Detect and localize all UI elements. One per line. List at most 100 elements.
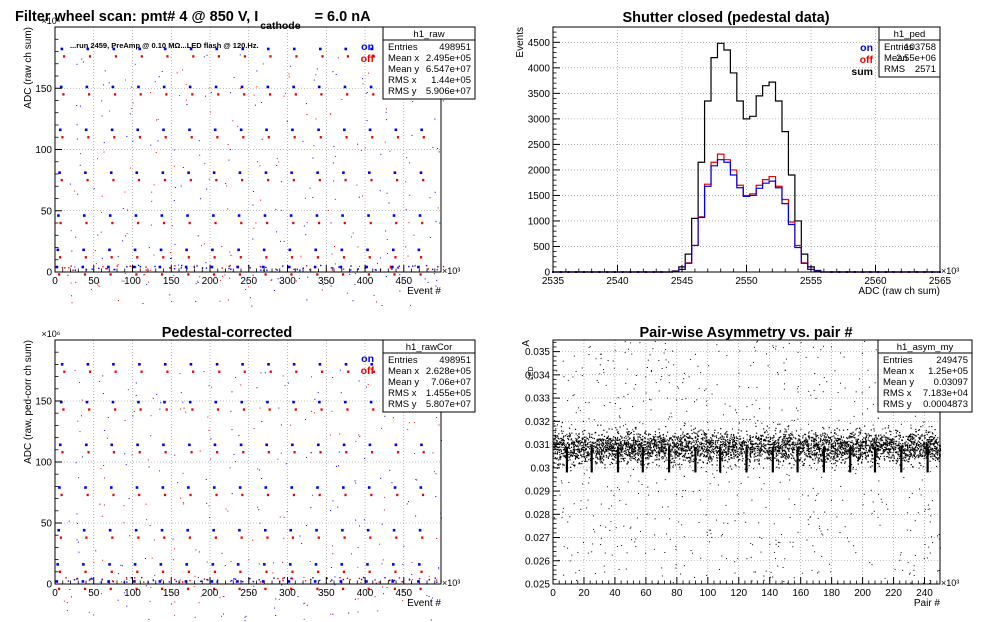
data-point-trail [93, 188, 95, 190]
data-point-band [727, 461, 729, 463]
data-point-trail [173, 274, 175, 276]
data-point-trail [159, 408, 161, 410]
data-point-band [813, 445, 815, 447]
data-point-sparse [922, 466, 924, 468]
data-point-band [575, 433, 577, 435]
data-point-band [884, 459, 886, 461]
data-point-trail [149, 269, 151, 271]
x-axis-label: Event # [407, 286, 441, 297]
data-point-band [554, 437, 556, 439]
data-point-trail [332, 545, 334, 547]
data-point-band [709, 441, 711, 443]
data-point-baseline [180, 264, 183, 267]
data-point-trail [208, 178, 210, 180]
data-point-band [778, 446, 780, 448]
data-point-band [850, 436, 852, 438]
data-point-trail [321, 278, 323, 280]
data-point-band [657, 444, 659, 446]
data-point-trail [231, 391, 233, 393]
data-point-band [613, 459, 615, 461]
data-point-trail [173, 149, 175, 151]
data-point-trail [337, 506, 339, 508]
data-point-band [733, 453, 735, 455]
data-point-band [639, 447, 641, 450]
data-point-band [882, 444, 884, 446]
data-point-sparse [581, 375, 583, 377]
data-point-band [713, 450, 715, 452]
data-point-on [263, 563, 266, 566]
data-point-band [702, 450, 704, 452]
data-point-off [63, 370, 66, 373]
data-point-trail [120, 564, 122, 566]
data-point-sparse [576, 435, 578, 437]
data-point-band [610, 445, 612, 448]
data-point-band [779, 431, 781, 433]
data-point-band [599, 457, 602, 459]
data-point-band [804, 447, 806, 449]
data-point-trail [121, 565, 123, 567]
data-point-band [889, 448, 891, 450]
data-point-band [589, 453, 591, 455]
data-point-band [665, 426, 667, 428]
data-point-band [842, 459, 844, 461]
data-point-band [784, 437, 786, 439]
data-point-band [571, 442, 573, 445]
data-point-baseline [408, 265, 410, 268]
data-point-band [732, 444, 734, 446]
data-point-band [605, 448, 607, 450]
data-point-off [396, 493, 399, 497]
data-point-band [710, 445, 713, 447]
data-point-trail [258, 509, 260, 511]
run-annotation: ...run 2459, PreAmp @ 0.10 MΩ...LED flas… [70, 41, 259, 50]
data-point-band [739, 452, 741, 454]
data-point-band [859, 433, 861, 435]
data-point-band [904, 448, 906, 450]
data-point-band [678, 455, 680, 457]
data-point-off [190, 451, 193, 454]
data-point-band [686, 442, 688, 444]
data-point-on [158, 265, 162, 269]
data-point-off [216, 136, 219, 139]
data-point-sparse [661, 567, 663, 569]
data-point-band [752, 440, 754, 442]
data-point-baseline [389, 266, 391, 269]
data-point-trail [313, 79, 315, 81]
data-point-band [852, 455, 854, 457]
data-point-band [640, 443, 642, 445]
data-point-band [846, 441, 848, 443]
data-point-band [749, 454, 751, 456]
data-point-off [343, 221, 346, 225]
data-point-band [782, 454, 784, 456]
data-point-off [140, 370, 143, 373]
data-point-band [639, 443, 641, 445]
data-point-band [887, 447, 889, 450]
data-point-band [823, 439, 826, 441]
data-point-sparse [882, 428, 884, 430]
data-point-band [707, 459, 709, 462]
data-point-trail [108, 82, 110, 84]
data-point-band [651, 443, 654, 445]
data-point-band [753, 460, 756, 462]
data-point-band [661, 449, 663, 451]
data-point-baseline [98, 267, 100, 270]
data-point-band [699, 455, 701, 457]
data-point-band [706, 450, 708, 452]
data-point-trail [362, 195, 364, 197]
data-point-band [774, 441, 776, 444]
data-point-sparse [913, 565, 915, 567]
data-point-band [574, 453, 577, 455]
data-point-sparse [705, 388, 707, 390]
data-point-trail [330, 113, 332, 115]
data-point-sparse [599, 364, 601, 366]
data-point-band [888, 437, 890, 439]
data-point-band [696, 451, 699, 453]
data-point-on [418, 214, 422, 217]
data-point-sparse [553, 517, 555, 519]
data-point-sparse [655, 436, 657, 438]
data-point-band [737, 450, 739, 452]
data-point-trail [174, 454, 176, 456]
data-point-band [937, 458, 939, 460]
stats-label: Mean y [388, 377, 419, 388]
data-point-off [243, 93, 246, 96]
data-point-band [886, 440, 889, 443]
